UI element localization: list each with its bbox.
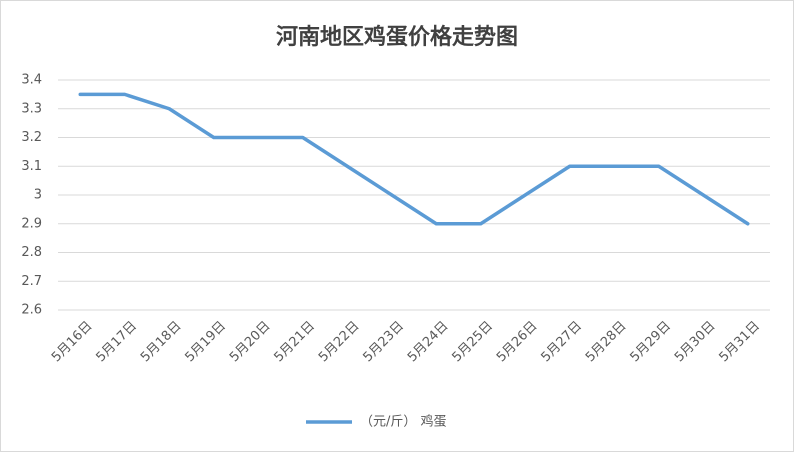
y-tick-label: 3.3: [21, 101, 42, 116]
y-tick-label: 3.1: [21, 159, 42, 174]
y-tick-label: 2.8: [21, 245, 42, 260]
legend-label: （元/斤） 鸡蛋: [360, 414, 447, 430]
y-tick-label: 2.9: [21, 216, 42, 231]
y-tick-label: 2.7: [21, 274, 42, 289]
y-tick-label: 3.2: [21, 130, 42, 145]
y-tick-label: 3: [34, 188, 42, 203]
line: [78, 92, 750, 226]
y-tick-label: 2.6: [21, 303, 42, 318]
chart-title: 河南地区鸡蛋价格走势图: [276, 24, 518, 50]
y-tick-label: 3.4: [21, 73, 42, 88]
